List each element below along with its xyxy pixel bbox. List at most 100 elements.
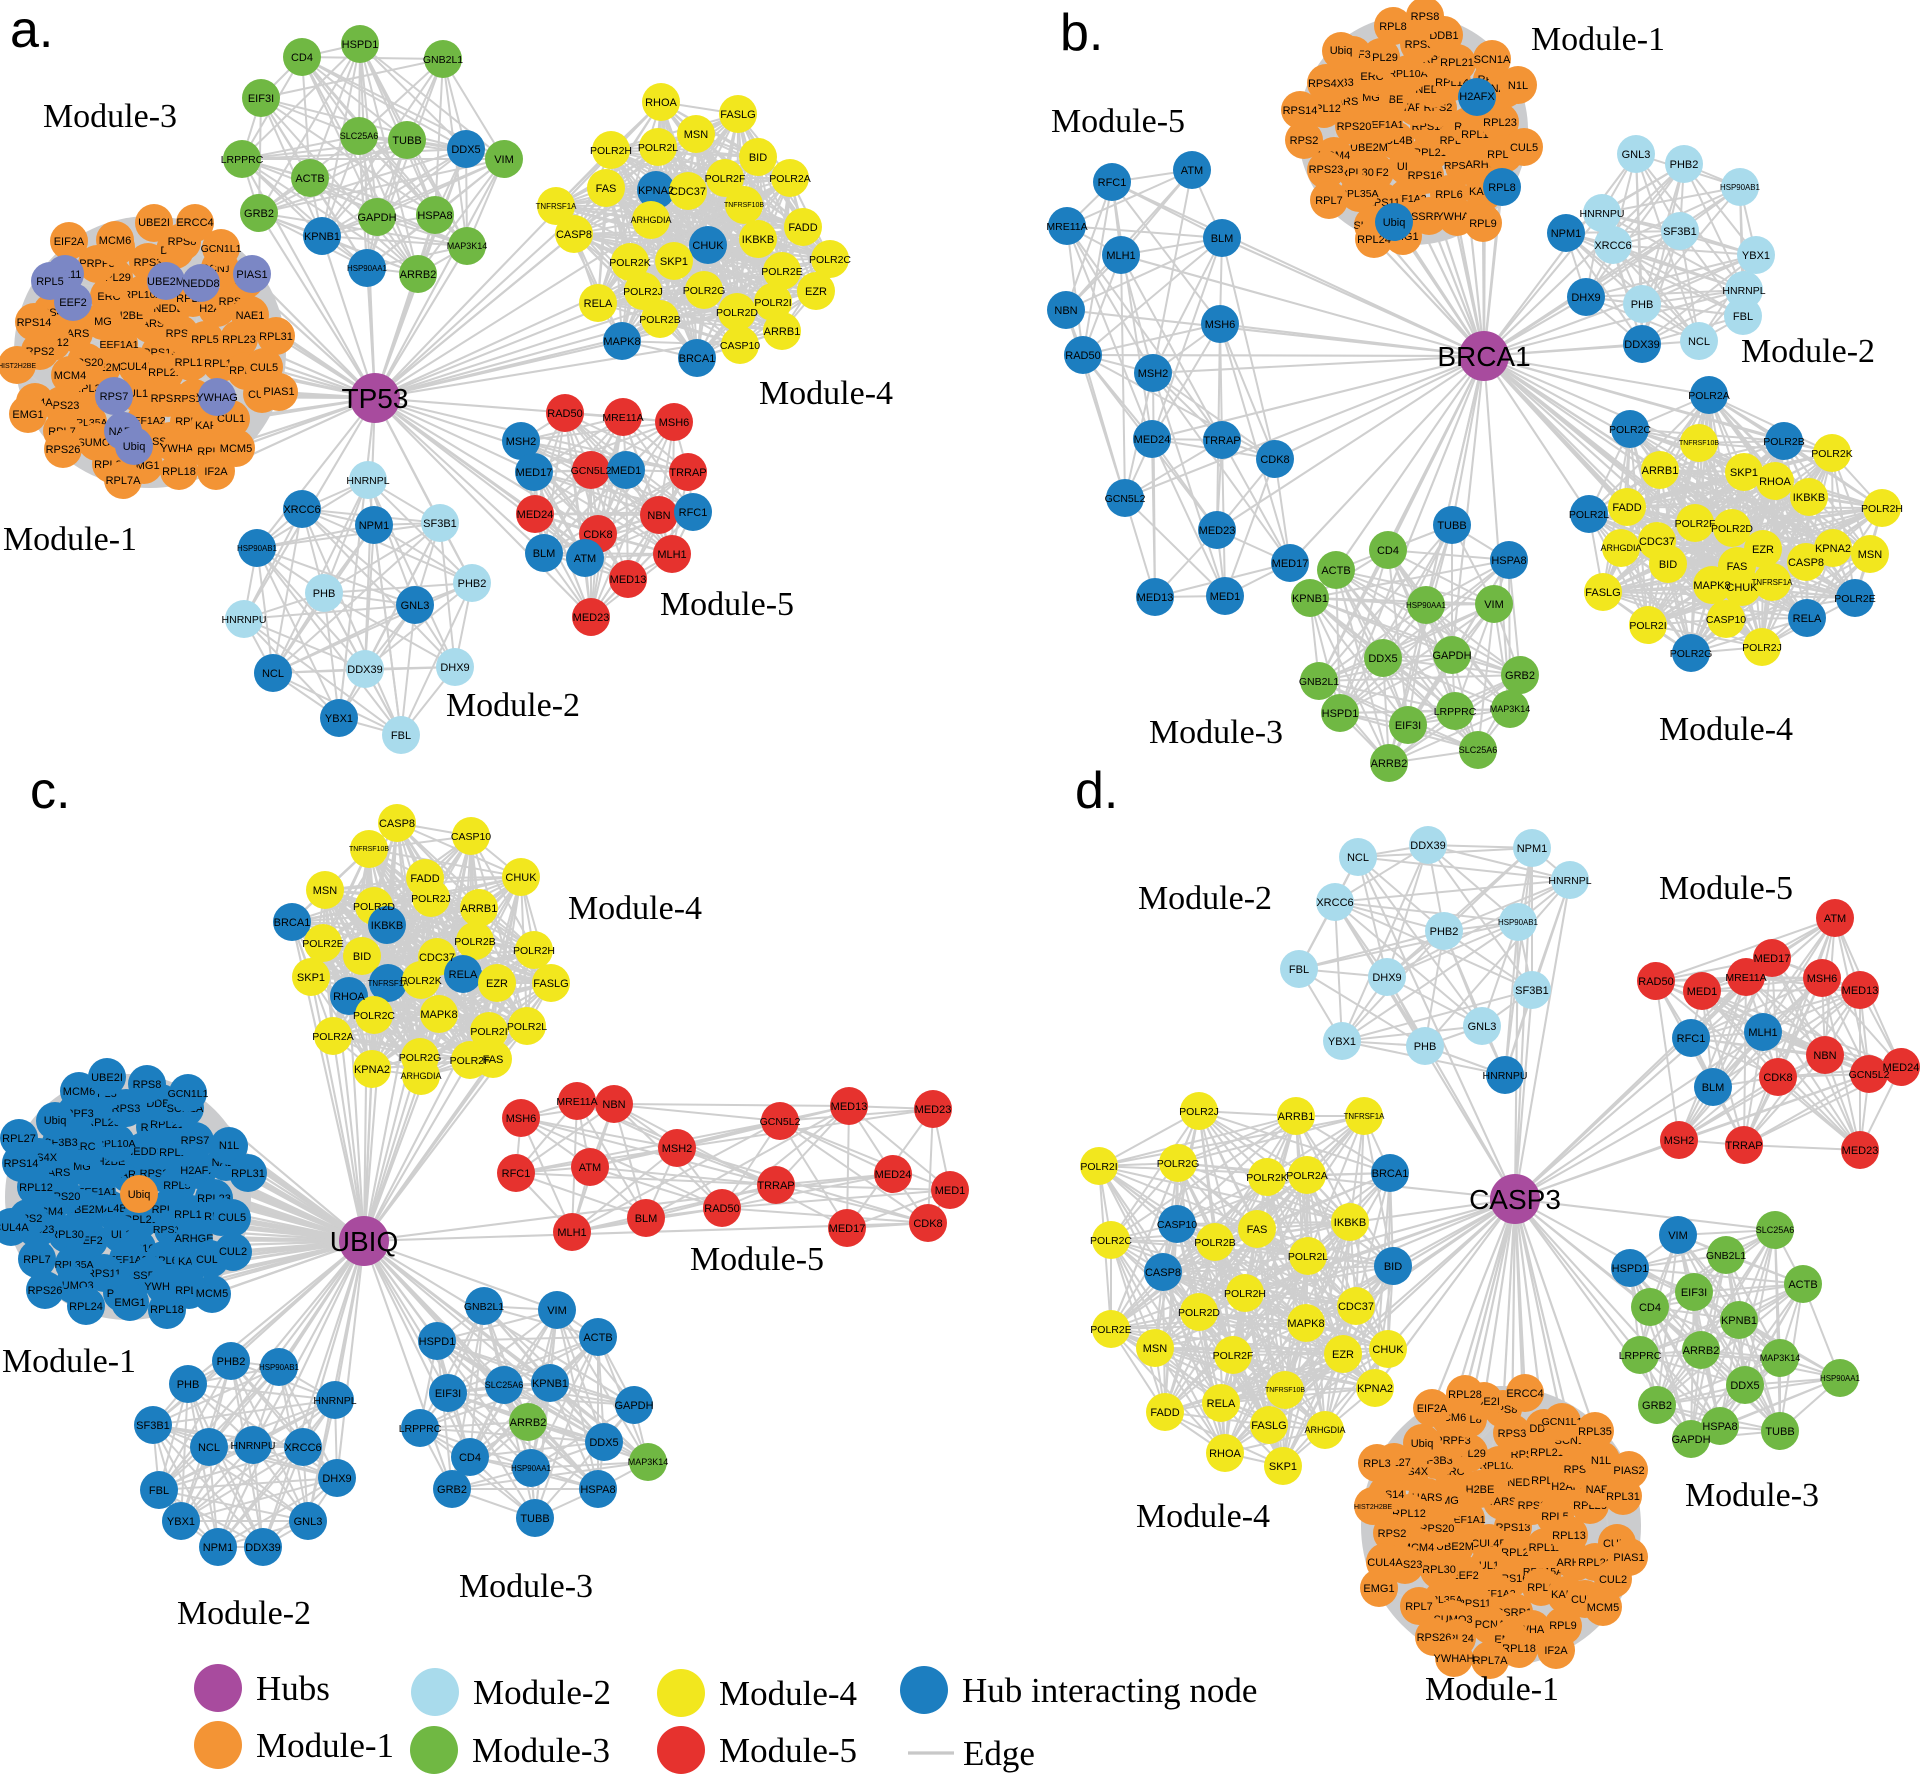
svg-text:EEF2: EEF2 (59, 297, 87, 309)
svg-text:GCN5L2: GCN5L2 (571, 465, 612, 477)
svg-text:DDX39: DDX39 (347, 664, 382, 676)
svg-text:CHUK: CHUK (692, 240, 724, 252)
svg-text:POLR2A: POLR2A (1688, 390, 1729, 402)
svg-text:ERCC4: ERCC4 (176, 217, 213, 229)
svg-text:MED23: MED23 (573, 612, 610, 624)
svg-text:EZR: EZR (805, 286, 827, 298)
svg-text:Module-2: Module-2 (473, 1673, 611, 1712)
svg-text:POLR2G: POLR2G (1670, 648, 1713, 660)
svg-text:NPM1: NPM1 (359, 520, 390, 532)
svg-text:TRRAP: TRRAP (757, 1180, 794, 1192)
svg-text:IF2A: IF2A (1544, 1645, 1568, 1657)
svg-text:LRPPRC: LRPPRC (399, 1423, 442, 1435)
svg-text:POLR2F: POLR2F (1675, 518, 1716, 530)
svg-text:RPL7: RPL7 (1315, 195, 1343, 207)
svg-text:TNFRSF10B: TNFRSF10B (724, 202, 764, 209)
svg-text:TNFRSF1A: TNFRSF1A (368, 979, 410, 988)
svg-text:POLR2B: POLR2B (1194, 1237, 1235, 1249)
svg-text:POLR2F: POLR2F (705, 173, 746, 185)
svg-text:CUL4B: CUL4B (119, 361, 154, 373)
svg-text:VIM: VIM (1484, 599, 1504, 611)
svg-text:MRE11A: MRE11A (556, 1096, 597, 1108)
svg-text:MCM5: MCM5 (1587, 1602, 1619, 1614)
svg-text:RPS3: RPS3 (112, 1103, 141, 1115)
svg-text:DDX39: DDX39 (1410, 840, 1445, 852)
svg-text:RPS7: RPS7 (100, 391, 129, 403)
svg-text:PIAS1: PIAS1 (263, 386, 294, 398)
svg-text:FADD: FADD (788, 222, 817, 234)
svg-text:POLR2B: POLR2B (454, 936, 495, 948)
svg-text:MED1: MED1 (935, 1185, 966, 1197)
svg-text:CD4: CD4 (1639, 1302, 1661, 1314)
svg-text:BID: BID (749, 152, 767, 164)
svg-text:DHX9: DHX9 (1372, 972, 1401, 984)
svg-text:POLR2F: POLR2F (450, 1055, 491, 1067)
svg-text:ATM: ATM (1181, 165, 1203, 177)
svg-text:MED13: MED13 (1842, 985, 1879, 997)
svg-text:SLC25A6: SLC25A6 (1756, 1225, 1795, 1235)
svg-text:POLR2G: POLR2G (1157, 1158, 1200, 1170)
svg-text:RPL35: RPL35 (1578, 1426, 1612, 1438)
svg-text:EEF1A1: EEF1A1 (99, 339, 138, 351)
svg-text:FBL: FBL (391, 730, 411, 742)
svg-text:RPS8: RPS8 (1411, 11, 1440, 23)
svg-text:GCN5L2: GCN5L2 (760, 1116, 801, 1128)
svg-text:NPM1: NPM1 (1517, 843, 1548, 855)
svg-text:SLC25A6: SLC25A6 (340, 131, 379, 141)
svg-text:Module-4: Module-4 (1136, 1498, 1270, 1535)
svg-text:MED17: MED17 (1272, 558, 1309, 570)
svg-text:ERCC4: ERCC4 (1506, 1388, 1543, 1400)
svg-text:RPL8: RPL8 (1488, 182, 1516, 194)
svg-text:Module-2: Module-2 (1741, 333, 1875, 370)
svg-text:RPL5: RPL5 (36, 276, 64, 288)
svg-text:HSP90AB1: HSP90AB1 (1720, 183, 1760, 192)
svg-text:Module-5: Module-5 (690, 1241, 824, 1278)
svg-text:VIM: VIM (494, 154, 514, 166)
svg-text:KPNA2: KPNA2 (354, 1064, 390, 1076)
svg-text:POLR2D: POLR2D (716, 307, 758, 319)
svg-text:ARRB2: ARRB2 (1683, 1345, 1720, 1357)
svg-text:RPL27: RPL27 (2, 1133, 36, 1145)
svg-text:EZR: EZR (486, 978, 508, 990)
svg-text:MAP3K14: MAP3K14 (1760, 1353, 1801, 1363)
svg-text:Module-4: Module-4 (568, 890, 702, 927)
svg-text:PIAS1: PIAS1 (1613, 1552, 1644, 1564)
svg-text:BRCA1: BRCA1 (679, 353, 716, 365)
svg-text:SSRP1: SSRP1 (1411, 211, 1447, 223)
svg-text:RPL30: RPL30 (1422, 1564, 1456, 1576)
svg-text:NBN: NBN (602, 1099, 625, 1111)
svg-text:RPS8: RPS8 (133, 1079, 162, 1091)
svg-text:YWHAG: YWHAG (196, 392, 238, 404)
svg-text:Module-5: Module-5 (1659, 870, 1793, 907)
svg-text:POLR2H: POLR2H (1224, 1288, 1266, 1300)
svg-text:MLH1: MLH1 (1748, 1027, 1777, 1039)
svg-text:POLR2L: POLR2L (1569, 509, 1609, 521)
svg-text:CASP8: CASP8 (1788, 557, 1824, 569)
svg-text:MCM4: MCM4 (54, 370, 86, 382)
svg-text:LRPPRC: LRPPRC (221, 154, 264, 166)
svg-text:MRE11A: MRE11A (1046, 221, 1087, 233)
svg-text:SKP1: SKP1 (660, 256, 688, 268)
svg-text:RPL9: RPL9 (1469, 218, 1497, 230)
svg-text:FAS: FAS (483, 1054, 504, 1066)
svg-text:YWHAH: YWHAH (1434, 1653, 1475, 1665)
svg-text:XRCC6: XRCC6 (283, 504, 320, 516)
svg-text:NCL: NCL (262, 668, 284, 680)
svg-text:PHB2: PHB2 (458, 578, 487, 590)
svg-text:POLR2A: POLR2A (769, 173, 810, 185)
svg-text:a.: a. (10, 1, 53, 59)
svg-text:MED13: MED13 (831, 1101, 868, 1113)
svg-text:FAS: FAS (596, 183, 617, 195)
svg-text:DDX39: DDX39 (1624, 339, 1659, 351)
svg-text:MSH6: MSH6 (506, 1113, 537, 1125)
svg-text:YWHAG: YWHAG (160, 443, 202, 455)
svg-text:POLR2D: POLR2D (353, 901, 395, 913)
svg-text:CUL2: CUL2 (219, 1246, 247, 1258)
svg-text:RPS13: RPS13 (1496, 1522, 1531, 1534)
svg-text:RPL9: RPL9 (1549, 1620, 1577, 1632)
svg-text:CUL5: CUL5 (218, 1212, 246, 1224)
svg-text:POLR2E: POLR2E (302, 938, 343, 950)
svg-text:CASP10: CASP10 (1706, 614, 1746, 626)
svg-text:Module-3: Module-3 (43, 98, 177, 135)
svg-text:MED24: MED24 (517, 509, 554, 521)
